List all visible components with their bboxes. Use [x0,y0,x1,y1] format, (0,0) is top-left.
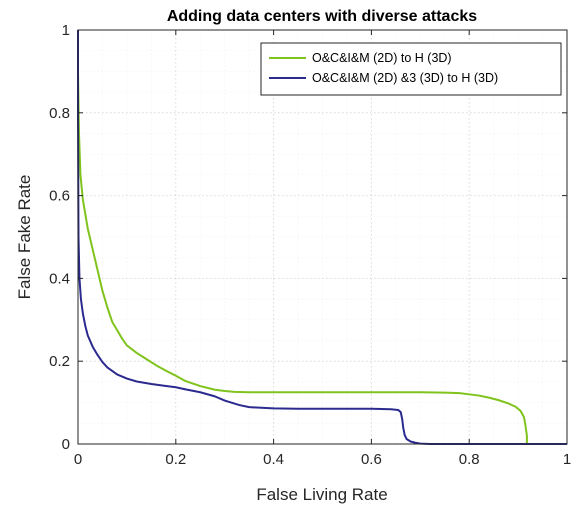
x-tick-label: 0 [74,451,82,468]
x-tick-label: 0.6 [361,451,382,468]
y-axis-label: False Fake Rate [15,175,34,300]
x-tick-label: 0.4 [263,451,284,468]
legend-label-2: O&C&I&M (2D) &3 (3D) to H (3D) [312,71,498,85]
legend: O&C&I&M (2D) to H (3D) O&C&I&M (2D) &3 (3… [260,42,562,96]
series-layer [77,30,567,445]
y-tick-label: 1 [62,22,70,39]
series-line-1 [77,38,528,444]
legend-box [260,42,562,96]
x-axis-label: False Living Rate [256,485,387,504]
series-line-2 [77,30,567,445]
chart-title: Adding data centers with diverse attacks [167,8,477,25]
x-tick-label: 1 [563,451,571,468]
y-tick-label: 0.6 [49,188,70,205]
y-tick-label: 0.8 [49,105,70,122]
plot-frame [77,29,568,445]
y-tick-label: 0.4 [49,270,70,287]
x-tick-label: 0.8 [459,451,480,468]
x-tick-label: 0.2 [165,451,186,468]
axis-ticks: 0 0.2 0.4 0.6 0.8 1 0 0.2 0.4 0.6 0.8 1 [49,22,571,468]
legend-label-1: O&C&I&M (2D) to H (3D) [312,51,452,65]
y-tick-label: 0.2 [49,353,70,370]
y-tick-label: 0 [62,436,70,453]
